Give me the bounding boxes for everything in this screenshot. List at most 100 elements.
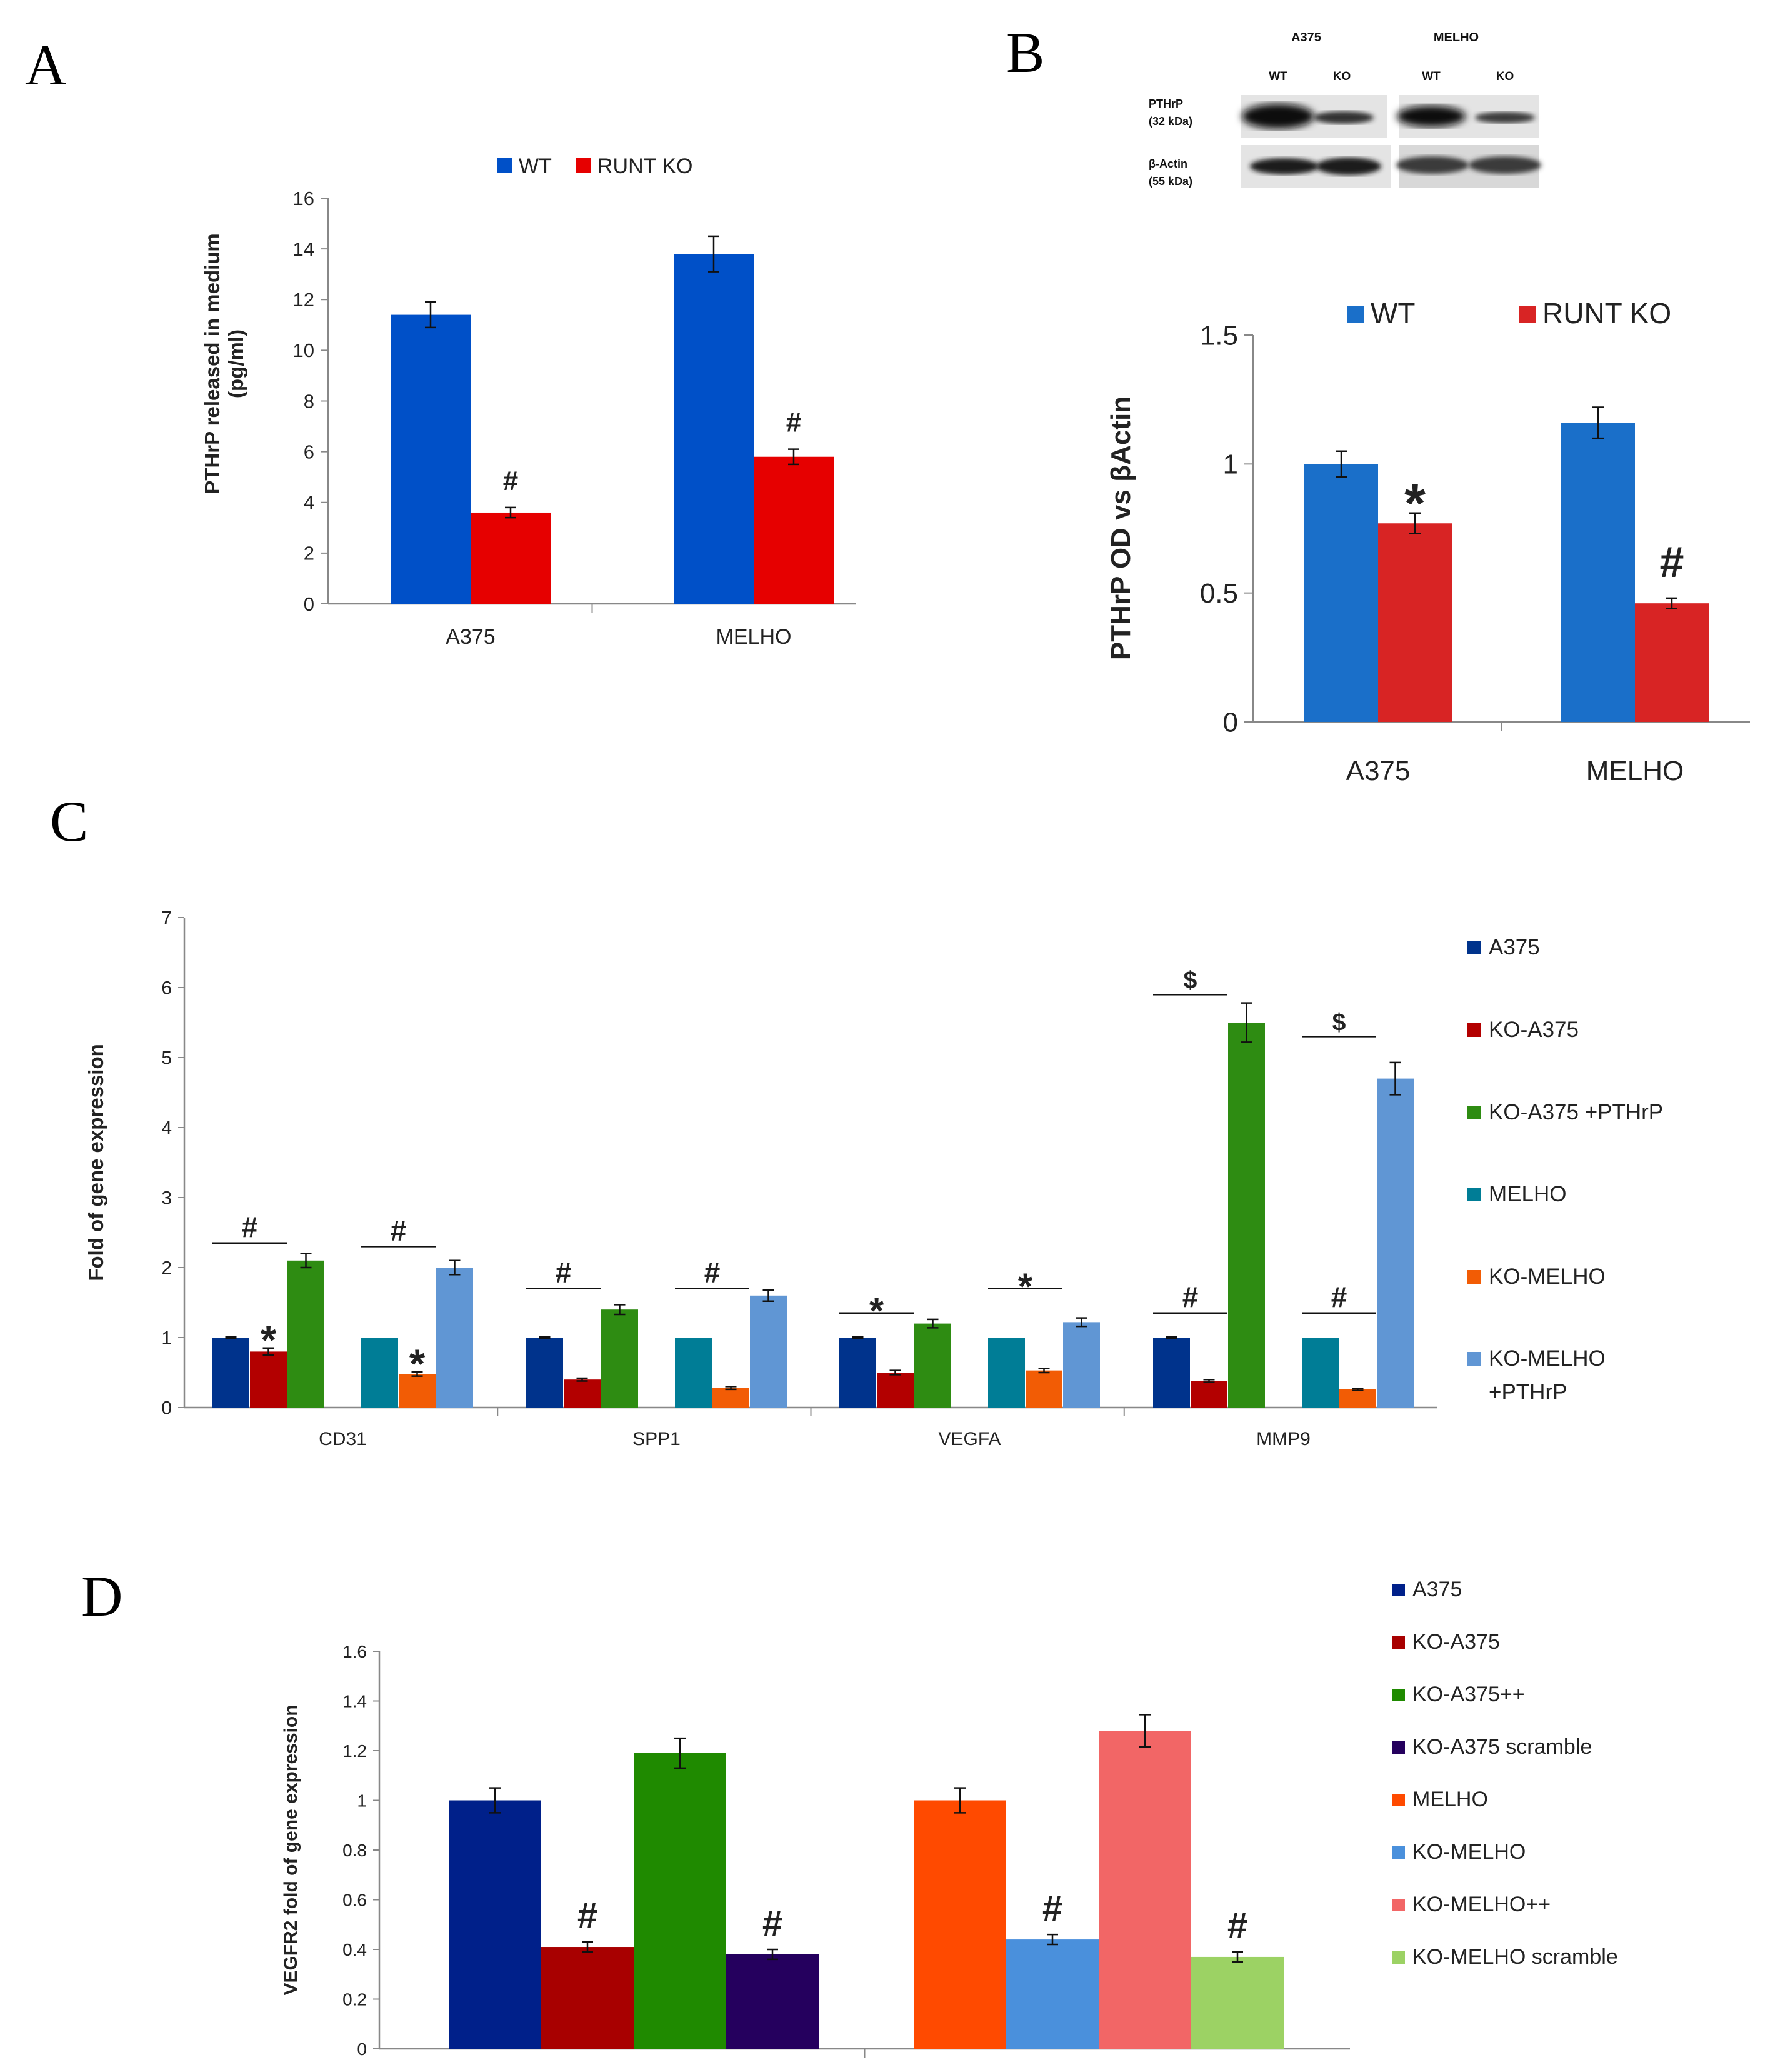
y-tick-label: 0 xyxy=(161,1398,172,1419)
bar xyxy=(1561,423,1635,722)
panel-label-b: B xyxy=(1006,21,1044,84)
x-category-label: MELHO xyxy=(1586,756,1684,786)
legend-swatch xyxy=(1392,1689,1405,1701)
bar xyxy=(914,1800,1006,2049)
y-tick-label: 0.5 xyxy=(1200,578,1238,609)
bar xyxy=(674,254,754,604)
legend-label: WT xyxy=(519,154,552,178)
x-category-label: SPP1 xyxy=(632,1429,681,1449)
legend-label: RUNT KO xyxy=(597,154,692,178)
y-tick-label: 3 xyxy=(161,1188,172,1209)
blot-row-actin-kda: (55 kDa) xyxy=(1149,175,1192,188)
y-tick-label: 1.2 xyxy=(342,1741,367,1761)
western-blot: A375 MELHO WT KO WT KO PTHrP (32 kDa) β-… xyxy=(1149,31,1541,188)
y-tick-label: 6 xyxy=(161,978,172,999)
legend-swatch xyxy=(1467,1352,1481,1366)
y-tick-label: 12 xyxy=(293,289,314,311)
blot-lane-wt-a375: WT xyxy=(1269,70,1287,83)
y-axis-label: PTHrP OD vs βActin xyxy=(1106,396,1136,660)
bar xyxy=(541,1947,634,2049)
significance-mark: # xyxy=(786,408,801,438)
y-tick-label: 0 xyxy=(304,593,314,615)
blot-band xyxy=(1314,111,1374,124)
y-axis-label: VEGFR2 fold of gene expression xyxy=(281,1704,301,1995)
legend-swatch xyxy=(1392,1794,1405,1806)
legend-label-line: +PTHrP xyxy=(1489,1380,1567,1404)
significance-bracket-mark: * xyxy=(1018,1266,1033,1308)
legend-swatch xyxy=(1392,1846,1405,1859)
legend-label: KO-MELHO++ xyxy=(1412,1893,1551,1916)
y-tick-label: 14 xyxy=(293,238,314,260)
bar xyxy=(212,1338,249,1408)
x-category-label: CD31 xyxy=(319,1429,367,1449)
blot-band xyxy=(1475,112,1535,123)
legend-swatch xyxy=(1467,1188,1481,1201)
blot-row-pthrp-kda: (32 kDa) xyxy=(1149,115,1192,128)
legend-swatch xyxy=(1392,1951,1405,1964)
y-tick-label: 7 xyxy=(161,908,172,929)
x-category-label: A375 xyxy=(1346,756,1411,786)
blot-band xyxy=(1250,158,1319,174)
blot-row-actin: β-Actin xyxy=(1149,158,1187,170)
y-axis-label: Fold of gene expression xyxy=(84,1044,107,1281)
bar xyxy=(1099,1731,1191,2049)
y-axis-label: (pg/ml) xyxy=(224,329,247,398)
y-tick-label: 1 xyxy=(357,1791,367,1810)
bar xyxy=(1339,1389,1376,1408)
blot-band xyxy=(1469,156,1541,174)
legend-swatch xyxy=(1519,306,1536,323)
y-axis-label: PTHrP released in medium xyxy=(201,233,224,494)
legend-swatch xyxy=(497,158,512,173)
y-tick-label: 1.6 xyxy=(342,1642,367,1661)
legend-label: KO-A375 scramble xyxy=(1412,1735,1592,1759)
y-tick-label: 0.8 xyxy=(342,1841,367,1860)
bar xyxy=(361,1338,398,1408)
legend-label: A375 xyxy=(1489,935,1540,959)
blot-cell-line-melho: MELHO xyxy=(1434,31,1479,44)
x-category-label: VEGFA xyxy=(938,1429,1001,1449)
significance-mark: # xyxy=(577,1896,597,1936)
legend-label: MELHO xyxy=(1489,1182,1566,1206)
bar xyxy=(471,512,551,604)
bar xyxy=(839,1338,876,1408)
significance-mark: # xyxy=(1660,538,1684,586)
chart-panel-d: 0 0.2 0.4 0.6 0.8 1 1.2 1.4 1.6 VEGFR2 fold of ge… xyxy=(281,1578,1618,2059)
legend-label: KO-A375 +PTHrP xyxy=(1489,1100,1663,1124)
bar xyxy=(526,1338,563,1408)
panel-label-a: A xyxy=(25,33,66,97)
legend-swatch xyxy=(1392,1584,1405,1596)
significance-bracket-mark: $ xyxy=(1332,1009,1346,1036)
significance-mark: # xyxy=(503,466,518,496)
bar xyxy=(399,1374,436,1408)
y-tick-label: 1 xyxy=(161,1328,172,1349)
y-tick-label: 0.6 xyxy=(342,1890,367,1909)
legend-swatch xyxy=(1467,1106,1481,1119)
panel-label-d: D xyxy=(81,1564,122,1628)
bar xyxy=(449,1800,541,2049)
significance-bracket-mark: # xyxy=(391,1214,407,1246)
significance-bracket-mark: # xyxy=(1182,1281,1199,1313)
y-tick-label: 0 xyxy=(357,2039,367,2059)
x-category-label: A375 xyxy=(446,625,495,649)
bar xyxy=(1377,1078,1414,1408)
y-tick-label: 0.2 xyxy=(342,1989,367,2009)
bar xyxy=(1191,1956,1284,2049)
legend-swatch xyxy=(1392,1741,1405,1754)
bar xyxy=(726,1954,819,2049)
bar xyxy=(436,1268,473,1408)
chart-panel-a: 0 2 4 6 8 10 12 14 16 A375 MELHO PTHrP released in … xyxy=(201,154,856,649)
legend-label: KO-MELHO xyxy=(1489,1264,1606,1289)
legend-swatch xyxy=(1467,1023,1481,1037)
bar xyxy=(1006,1939,1099,2049)
significance-mark: # xyxy=(1227,1906,1247,1946)
y-tick-label: 0 xyxy=(1223,707,1238,738)
legend-label: WT xyxy=(1371,297,1416,329)
bar xyxy=(1635,603,1709,722)
significance-bracket-mark: # xyxy=(556,1256,572,1289)
bar xyxy=(712,1388,749,1408)
bar xyxy=(564,1379,601,1408)
legend-swatch xyxy=(576,158,591,173)
y-tick-label: 1 xyxy=(1223,449,1238,480)
panel-label-c: C xyxy=(50,789,88,853)
